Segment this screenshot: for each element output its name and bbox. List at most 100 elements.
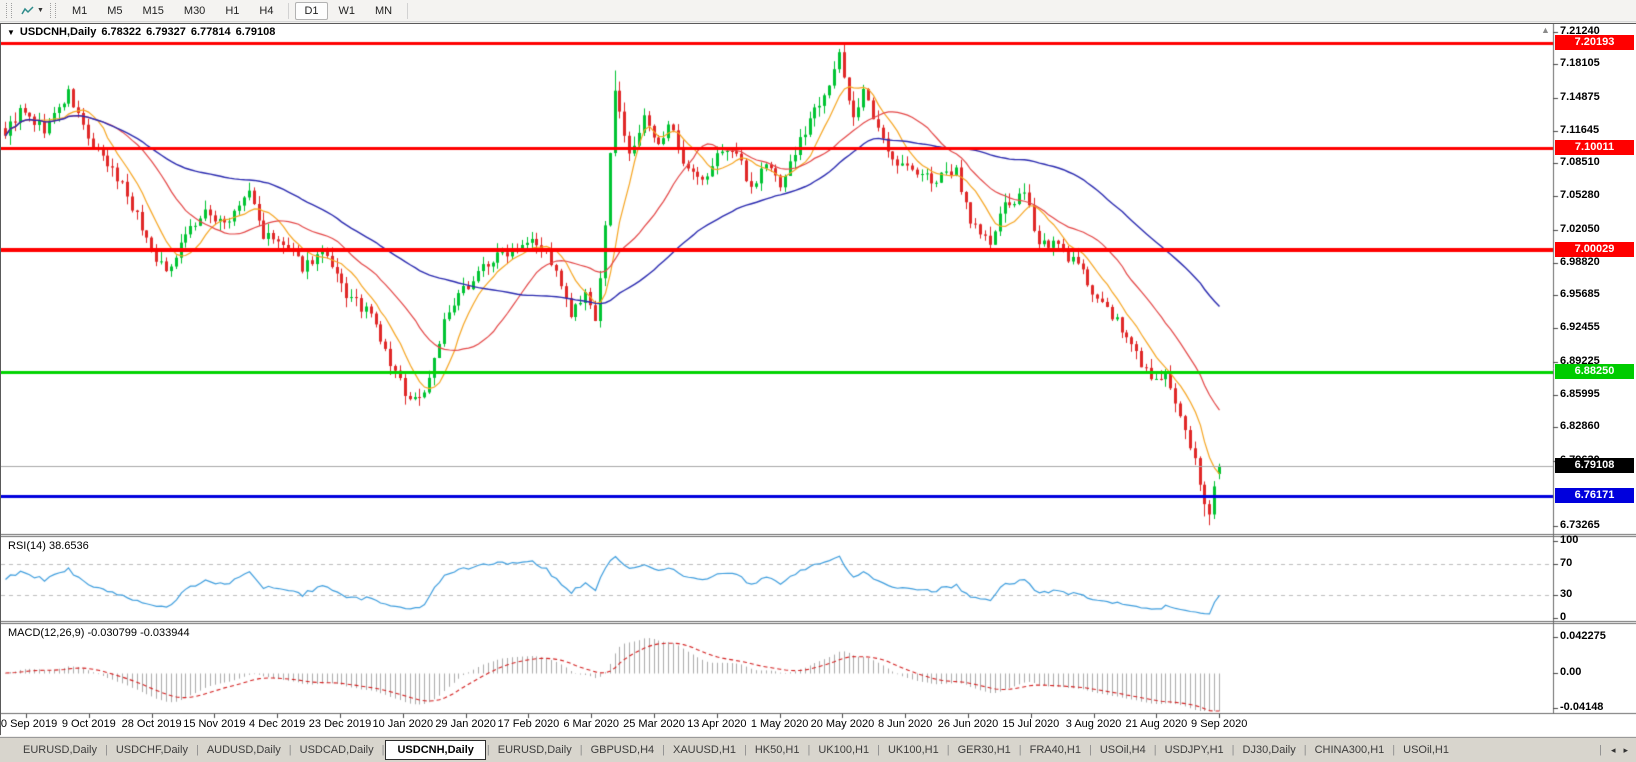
date-label: 9 Sep 2020: [1191, 718, 1248, 730]
tab-item-fra40-h1[interactable]: FRA40,H1: [1029, 744, 1081, 756]
tab-item-dj30-daily[interactable]: DJ30,Daily: [1242, 744, 1296, 756]
date-axis: 20 Sep 2019 9 Oct 2019 28 Oct 2019 15 Nov 2…: [0, 716, 1553, 734]
tab-separator: |: [807, 744, 811, 756]
price-axis-label: 6.95685: [1560, 288, 1600, 301]
toolbar-separator: [288, 2, 290, 19]
price-axis-label: 7.18105: [1560, 57, 1600, 70]
timeframe-button-h1[interactable]: H1: [225, 4, 240, 17]
date-label: 20 Sep 2019: [0, 718, 58, 730]
macd-axis-label: -0.04148: [1560, 700, 1604, 713]
price-axis-label: 7.11645: [1560, 123, 1600, 136]
symbol-dropdown-icon[interactable]: ▼: [7, 27, 15, 37]
ohlc-low: 6.77814: [190, 26, 231, 38]
line-studies-dropdown-icon[interactable]: ▼: [37, 7, 44, 14]
timeframe-button-h4[interactable]: H4: [259, 4, 274, 17]
macd-label: MACD(12,26,9) -0.030799 -0.033944: [8, 627, 190, 639]
date-label: 4 Dec 2019: [249, 718, 306, 730]
rsi-label: RSI(14) 38.6536: [8, 540, 89, 552]
tab-item-ger30-h1[interactable]: GER30,H1: [957, 744, 1011, 756]
timeframe-button-m1[interactable]: M1: [71, 4, 88, 17]
macd-axis-label: 0.00: [1560, 666, 1582, 678]
date-label: 13 Apr 2020: [687, 718, 747, 730]
hline-badge: 7.10011: [1555, 139, 1634, 155]
tab-separator: |: [946, 744, 950, 756]
ohlc-open: 6.78322: [101, 26, 142, 38]
rsi-axis-label: 100: [1560, 534, 1579, 546]
toolbar-separator: [407, 2, 409, 19]
price-axis-label: 7.21240: [1560, 25, 1600, 37]
tab-item-xauusd-h1[interactable]: XAUUSD,H1: [673, 744, 736, 756]
timeframe-button-m15[interactable]: M15: [142, 4, 164, 17]
toolbar-grip[interactable]: [6, 3, 12, 18]
tab-item-usoil-h1[interactable]: USOil,H1: [1403, 744, 1449, 756]
tab-item-audusd-daily[interactable]: AUDUSD,Daily: [206, 744, 281, 756]
tab-item-eurusd-daily[interactable]: EURUSD,Daily: [497, 744, 572, 756]
tab-item-usdcnh-daily[interactable]: USDCNH,Daily: [385, 740, 486, 760]
tab-item-uk100-h1[interactable]: UK100,H1: [887, 744, 939, 756]
tab-separator: |: [1303, 744, 1307, 756]
date-label: 15 Nov 2019: [183, 718, 246, 730]
price-axis-label: 7.02050: [1560, 222, 1600, 235]
date-label: 20 May 2020: [810, 718, 875, 730]
rsi-axis-label: 70: [1560, 557, 1573, 570]
timeframe-button-w1[interactable]: W1: [338, 4, 356, 17]
price-axis-label: 6.85995: [1560, 387, 1600, 400]
tab-scroll-buttons: | ◂ ▸: [1598, 744, 1636, 756]
tab-item-usdjpy-h1[interactable]: USDJPY,H1: [1164, 744, 1224, 756]
zigzag-chart-icon: [21, 5, 34, 14]
timeframe-button-m30[interactable]: M30: [183, 4, 206, 17]
toolbar-grip-2[interactable]: [49, 3, 56, 18]
ohlc-close: 6.79108: [235, 26, 276, 38]
toolbar: ▼ M1 M5 M15 M30 H1 H4 D1 W1 MN: [0, 0, 1636, 22]
tab-separator: |: [486, 744, 490, 756]
date-label: 23 Dec 2019: [308, 718, 372, 730]
tab-separator: |: [381, 744, 385, 756]
tab-item-hk50-h1[interactable]: HK50,H1: [754, 744, 800, 756]
tab-item-usoil-h4[interactable]: USOil,H4: [1099, 744, 1146, 756]
tab-separator: |: [1089, 744, 1092, 756]
date-label: 1 May 2020: [750, 718, 809, 730]
date-label: 29 Jan 2020: [435, 718, 496, 730]
date-label: 3 Aug 2020: [1065, 718, 1122, 730]
tab-separator: |: [579, 744, 583, 756]
timeframe-button-mn[interactable]: MN: [375, 4, 393, 17]
chart-window: ▼ USDCNH,Daily 6.78322 6.79327 6.77814 6…: [0, 23, 1636, 736]
tab-item-usdcad-daily[interactable]: USDCAD,Daily: [299, 744, 374, 756]
tab-item-usdchf-daily[interactable]: USDCHF,Daily: [115, 744, 188, 756]
tab-bar: EURUSD,Daily | USDCHF,Daily | AUDUSD,Daily | U…: [0, 737, 1636, 762]
tab-item-china300-h1[interactable]: CHINA300,H1: [1314, 744, 1385, 756]
tab-scroll-separator: |: [1599, 744, 1602, 756]
price-axis-label: 6.89225: [1560, 354, 1600, 367]
price-axis-label: 7.14875: [1560, 90, 1600, 103]
tab-item-uk100-h1[interactable]: UK100,H1: [818, 744, 870, 756]
tab-scroll-left-button[interactable]: ◂: [1610, 744, 1616, 755]
price-chart-canvas[interactable]: [1, 24, 1636, 736]
rsi-axis-label: 0: [1560, 611, 1567, 623]
chart-title: ▼ USDCNH,Daily 6.78322 6.79327 6.77814 6…: [7, 26, 275, 38]
scroll-up-icon[interactable]: ▲: [1541, 25, 1550, 35]
tab-item-eurusd-daily[interactable]: EURUSD,Daily: [23, 744, 97, 756]
tab-item-gbpusd-h4[interactable]: GBPUSD,H4: [590, 744, 655, 756]
hline-badge: 6.88250: [1555, 363, 1634, 379]
timeframe-button-m5[interactable]: M5: [107, 4, 123, 17]
date-label: 28 Oct 2019: [121, 718, 182, 730]
tab-separator: |: [662, 744, 665, 756]
tab-scroll-right-button[interactable]: ▸: [1623, 744, 1628, 755]
line-studies-icon[interactable]: [18, 5, 37, 17]
price-axis-label: 7.08510: [1560, 156, 1600, 169]
date-label: 25 Mar 2020: [623, 718, 685, 730]
tab-separator: |: [1018, 744, 1022, 756]
tab-separator: |: [104, 744, 108, 756]
tab-separator: |: [1231, 744, 1235, 756]
hline-badge: 6.76171: [1555, 488, 1634, 504]
price-axis-label: 7.05280: [1560, 189, 1600, 202]
date-label: 21 Aug 2020: [1125, 718, 1188, 730]
hline-badge: 7.20193: [1555, 34, 1634, 50]
price-axis-label: 6.82860: [1560, 420, 1600, 433]
timeframe-button-d1[interactable]: D1: [295, 1, 328, 20]
date-label: 26 Jun 2020: [937, 718, 999, 730]
timeframe-button-group: M1 M5 M15 M30 H1 H4 D1 W1 MN: [62, 1, 413, 20]
tab-separator: |: [195, 744, 199, 756]
symbol-label: USDCNH,Daily: [19, 26, 97, 38]
macd-axis-label: 0.042275: [1560, 630, 1606, 643]
